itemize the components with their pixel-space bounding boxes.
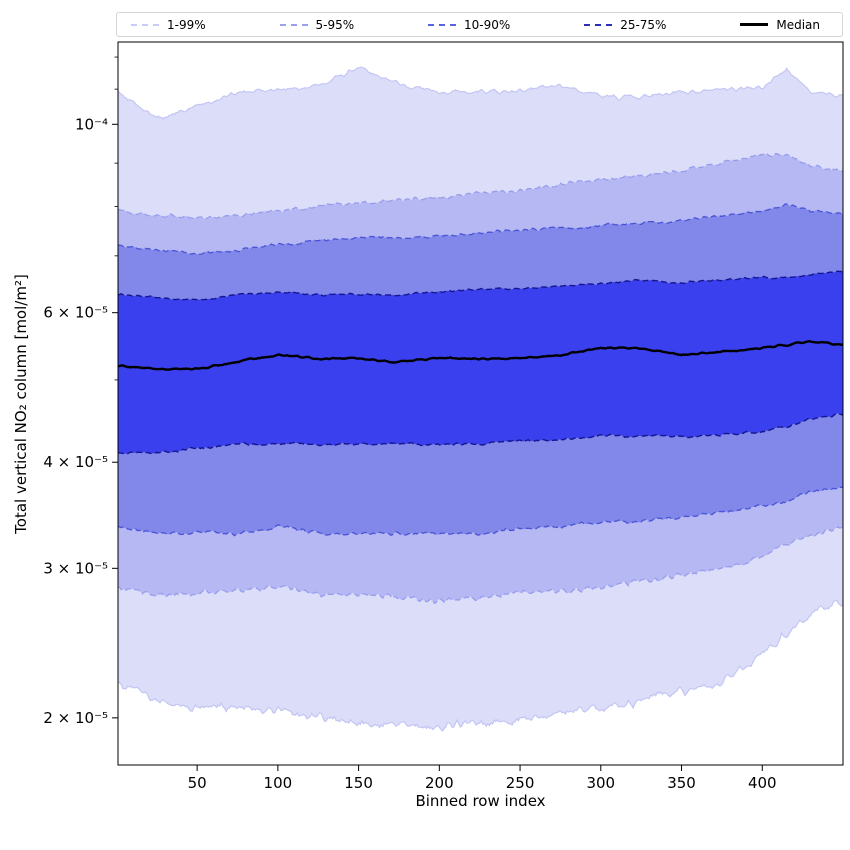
tick-label: 350 (667, 774, 696, 792)
tick-label: 6 × 10⁻⁵ (43, 304, 108, 322)
band-edge-p10 (118, 486, 843, 537)
tick-label: 50 (188, 774, 207, 792)
tick-label: 400 (748, 774, 777, 792)
y-axis-label: Total vertical NO₂ column [mol/m²] (12, 274, 30, 534)
axes-frame (117, 41, 844, 766)
legend-line-sample (131, 23, 159, 26)
legend-line-sample (584, 23, 613, 26)
tick-label: 2 × 10⁻⁵ (43, 709, 108, 727)
legend-entry-5-95: 5-95% (279, 17, 355, 32)
tick-label: 200 (425, 774, 454, 792)
legend-entry-25-75: 25-75% (584, 18, 666, 32)
tick-label: 3 × 10⁻⁵ (43, 559, 108, 577)
band-edge-p90 (118, 203, 843, 256)
band-edge-p99 (118, 66, 843, 120)
legend-line-sample (740, 23, 769, 26)
band-edge-p5 (118, 526, 843, 605)
band-edge-p1 (118, 599, 843, 732)
legend-entry-label: 25-75% (620, 17, 667, 32)
legend-entry-label: 5-95% (315, 17, 355, 32)
tick-label: 100 (264, 774, 293, 792)
tick-label: 10⁻⁴ (75, 115, 108, 133)
x-axis-label: Binned row index (415, 792, 546, 810)
band-edge-p25 (118, 412, 843, 455)
bands-group (118, 66, 843, 732)
legend-entry-10-90: 10-90% (428, 18, 510, 32)
tick-label: 250 (506, 774, 535, 792)
legend-entry-label: Median (776, 17, 820, 32)
band-25-75 (118, 271, 843, 454)
tick-label: 300 (586, 774, 615, 792)
band-edge-p75 (118, 270, 843, 301)
legend-entry-label: 1-99% (167, 17, 206, 32)
tick-label: 150 (344, 774, 373, 792)
legend: 1-99% 5-95% 10-90% 25-75% Median (116, 12, 843, 37)
median-line (118, 339, 843, 371)
legend-entry-label: 10-90% (464, 17, 511, 32)
tick-label: 4 × 10⁻⁵ (43, 453, 108, 471)
legend-entry-1-99: 1-99% (131, 18, 206, 32)
legend-line-sample (279, 23, 308, 26)
legend-line-sample (428, 23, 457, 26)
legend-entry-median: Median (740, 18, 820, 32)
